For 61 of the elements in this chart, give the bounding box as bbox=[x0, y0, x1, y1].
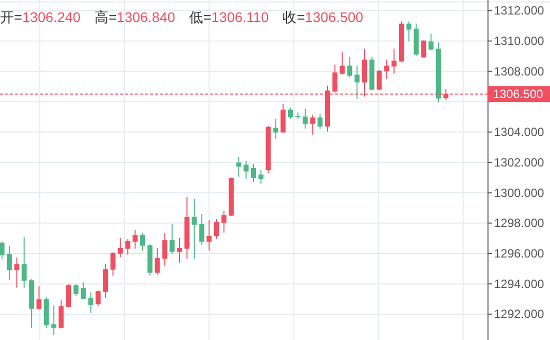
candlestick bbox=[206, 220, 212, 252]
candlestick bbox=[302, 108, 308, 130]
annotation: 高=1306.840 bbox=[94, 9, 176, 25]
candlestick bbox=[22, 236, 27, 288]
candlestick bbox=[376, 70, 382, 91]
candlestick bbox=[177, 238, 182, 264]
candlestick bbox=[392, 48, 397, 74]
candlestick bbox=[36, 286, 42, 310]
candlestick bbox=[154, 248, 160, 276]
candlestick bbox=[280, 103, 286, 134]
candlestick bbox=[318, 113, 323, 130]
candlestick bbox=[273, 118, 278, 140]
candlestick bbox=[118, 238, 123, 258]
annotation: 低=1306.110 bbox=[189, 9, 269, 25]
candlestick bbox=[421, 40, 426, 58]
candlestick bbox=[73, 284, 78, 297]
candlestick bbox=[236, 156, 242, 178]
y-tick-label: 1312.000 bbox=[494, 4, 544, 18]
candlestick bbox=[258, 170, 264, 184]
y-tick-label: 1302.000 bbox=[494, 155, 544, 170]
candlestick bbox=[192, 198, 197, 260]
candlestick bbox=[214, 218, 220, 240]
candlestick bbox=[170, 224, 175, 254]
candlestick bbox=[51, 304, 56, 336]
candlestick bbox=[88, 292, 94, 314]
candlestick bbox=[132, 230, 138, 250]
candlestick bbox=[384, 59, 390, 80]
candlestick bbox=[406, 20, 412, 42]
y-tick-label: 1304.000 bbox=[494, 125, 544, 140]
y-tick-label: 1308.000 bbox=[494, 64, 544, 78]
candlestick bbox=[110, 252, 116, 276]
candlestick bbox=[103, 264, 108, 298]
annotation: 收=1306.500 bbox=[282, 9, 364, 25]
candlestick bbox=[347, 56, 352, 78]
candlestick bbox=[340, 51, 345, 75]
y-tick-label: 1300.000 bbox=[494, 186, 544, 200]
candlestick bbox=[14, 257, 20, 288]
candlestick bbox=[0, 241, 5, 260]
y-tick-label: 1294.000 bbox=[494, 276, 544, 291]
candlestick bbox=[6, 246, 12, 281]
candlestick bbox=[310, 114, 316, 136]
y-tick-label: 1296.000 bbox=[494, 246, 544, 260]
y-tick-label: 1298.000 bbox=[494, 216, 544, 230]
candlestick bbox=[221, 210, 226, 234]
candlestick bbox=[80, 282, 86, 300]
candlestick bbox=[140, 232, 146, 252]
candlestick bbox=[199, 214, 204, 246]
y-tick-label: 1292.000 bbox=[494, 307, 544, 322]
annotation: 开=1306.240 bbox=[0, 9, 81, 25]
candlestick bbox=[162, 232, 168, 266]
y-tick-label: 1310.000 bbox=[494, 34, 544, 48]
candlestick bbox=[288, 107, 294, 120]
ref-line-label: 1306.500 bbox=[493, 87, 544, 102]
candlestick bbox=[250, 163, 256, 183]
candlestick bbox=[66, 284, 72, 308]
candlestick bbox=[354, 65, 360, 100]
candlestick bbox=[96, 290, 101, 307]
candlestick bbox=[58, 300, 64, 330]
candlestick bbox=[125, 238, 130, 256]
candlestick bbox=[428, 33, 434, 51]
candlestick bbox=[244, 160, 249, 180]
